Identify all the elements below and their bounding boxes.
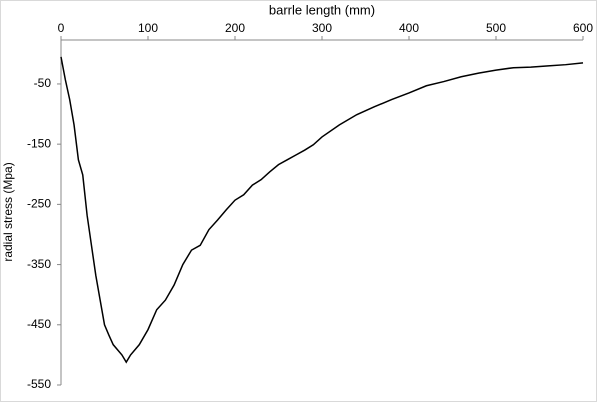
y-tick-label: -50: [34, 76, 52, 90]
x-axis-title: barrle length (mm): [269, 2, 375, 17]
y-tick-label: -550: [27, 377, 51, 391]
x-tick-label: 500: [486, 21, 506, 35]
y-tick-label: -250: [27, 197, 51, 211]
x-tick-label: 100: [138, 21, 158, 35]
x-tick-label: 200: [225, 21, 245, 35]
x-tick-label: 600: [573, 21, 593, 35]
y-tick-label: -150: [27, 136, 51, 150]
x-tick-label: 400: [399, 21, 419, 35]
y-axis-title: radial stress (Mpa): [1, 162, 15, 261]
y-tick-label: -350: [27, 257, 51, 271]
data-line: [60, 56, 584, 364]
y-tick-label: -450: [27, 317, 51, 331]
x-tick-label: 300: [312, 21, 332, 35]
x-tick-label: 0: [58, 21, 65, 35]
